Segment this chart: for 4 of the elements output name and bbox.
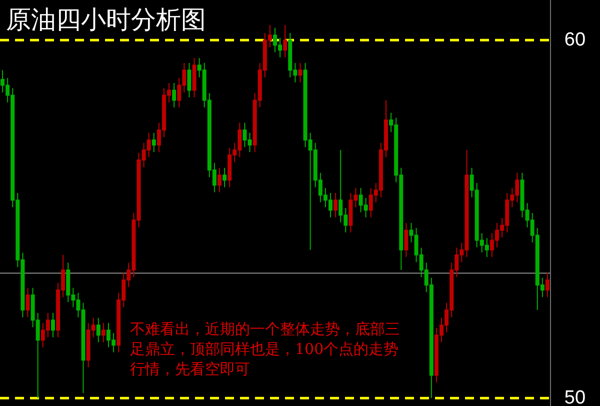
annotation: 不难看出，近期的一个整体走势，底部三足鼎立，顶部同样也是，100个点的走势行情，先看空即可	[130, 320, 400, 378]
chart-title: 原油四小时分析图	[6, 5, 206, 34]
y-tick-label: 60	[564, 30, 586, 51]
y-tick-label: 50	[564, 388, 586, 406]
